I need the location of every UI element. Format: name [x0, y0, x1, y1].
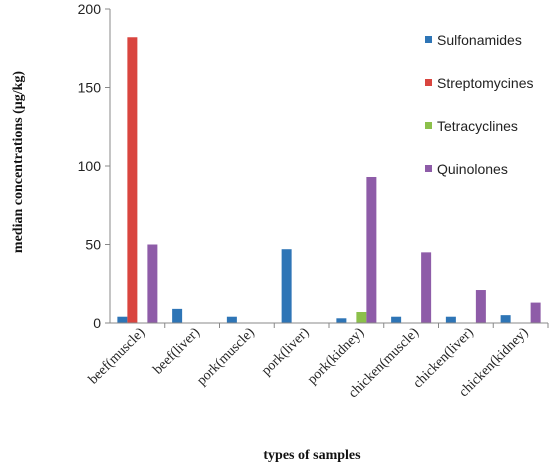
bar-sulfonamides-beef-liver	[172, 308, 183, 323]
legend-swatch-sulfonamides	[425, 36, 432, 43]
bar-sulfonamides-pork-muscle	[226, 316, 237, 323]
bar-sulfonamides-beef-muscle	[117, 316, 128, 323]
x-tick-label: pork(liver)	[259, 325, 313, 379]
legend-swatch-streptomycines	[425, 79, 432, 86]
y-tick-label: 150	[78, 80, 102, 96]
legend-swatch-quinolones	[425, 165, 432, 172]
y-tick-label: 50	[85, 237, 101, 253]
bar-tetracyclines-pork-kidney	[356, 312, 367, 323]
y-axis: 0 50 100 150 200	[78, 1, 111, 331]
legend-swatch-tetracyclines	[425, 122, 432, 129]
legend-label-tetracyclines: Tetracyclines	[437, 118, 518, 134]
bar-sulfonamides-chicken-liver	[445, 316, 456, 323]
bar-sulfonamides-chicken-kidney	[500, 315, 511, 323]
legend-label-sulfonamides: Sulfonamides	[437, 32, 522, 48]
bar-quinolones-chicken-muscle	[421, 252, 432, 323]
plot-area	[117, 37, 541, 323]
y-tick-label: 100	[78, 158, 102, 174]
x-tick-label: beef(liver)	[151, 325, 204, 378]
y-axis-title: median concentrations (μg/kg)	[11, 71, 26, 253]
x-tick-label: beef(muscle)	[86, 325, 149, 388]
bar-sulfonamides-pork-liver	[281, 249, 292, 323]
x-axis: beef(muscle) beef(liver)pork(muscle) pork(…	[86, 322, 549, 401]
legend-label-streptomycines: Streptomycines	[437, 75, 533, 91]
bar-quinolones-chicken-liver	[475, 290, 486, 323]
y-tick-label: 0	[93, 315, 101, 331]
bar-quinolones-beef-muscle	[147, 244, 158, 323]
legend: Sulfonamides Streptomycines Tetracyclines Q…	[425, 32, 533, 177]
x-tick-label: pork(muscle)	[194, 325, 258, 389]
bar-streptomycines-beef-muscle	[127, 37, 138, 323]
legend-label-quinolones: Quinolones	[437, 161, 508, 177]
bar-quinolones-chicken-kidney	[530, 302, 541, 323]
bar-quinolones-pork-kidney	[366, 176, 377, 323]
bar-sulfonamides-chicken-muscle	[391, 316, 402, 323]
x-axis-title: types of samples	[263, 448, 361, 463]
y-tick-label: 200	[78, 1, 102, 17]
bar-sulfonamides-pork-kidney	[336, 318, 347, 323]
